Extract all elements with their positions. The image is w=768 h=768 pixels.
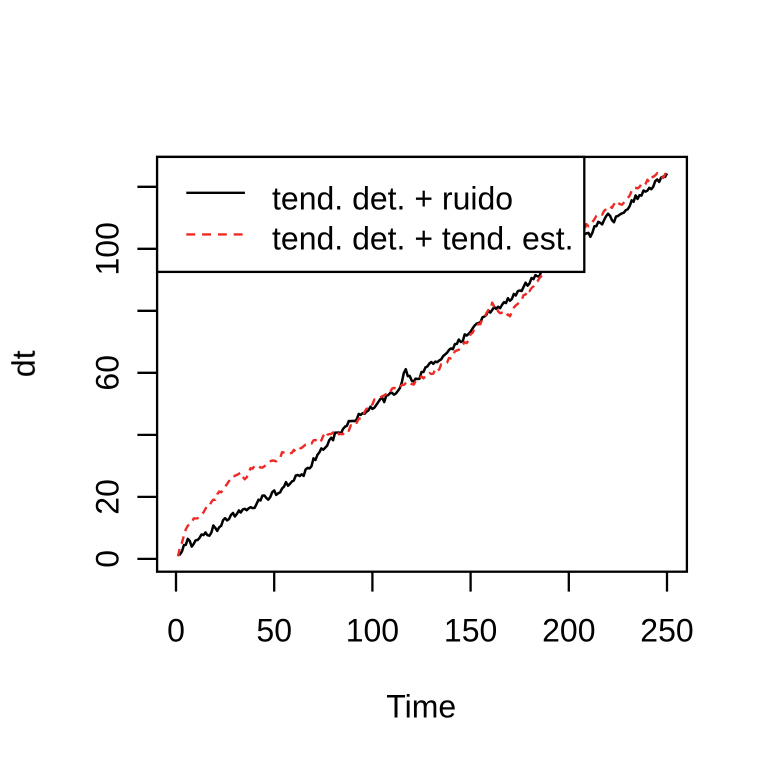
svg-text:0: 0 bbox=[90, 550, 126, 568]
svg-text:100: 100 bbox=[346, 612, 399, 648]
svg-text:20: 20 bbox=[90, 479, 126, 515]
svg-text:0: 0 bbox=[167, 612, 185, 648]
svg-text:150: 150 bbox=[444, 612, 497, 648]
svg-text:250: 250 bbox=[640, 612, 693, 648]
svg-text:tend. det. + ruido: tend. det. + ruido bbox=[272, 180, 513, 216]
svg-text:Time: Time bbox=[386, 689, 456, 725]
svg-text:60: 60 bbox=[90, 355, 126, 391]
svg-text:50: 50 bbox=[256, 612, 292, 648]
svg-text:100: 100 bbox=[90, 222, 126, 275]
svg-text:tend. det. + tend. est.: tend. det. + tend. est. bbox=[272, 221, 574, 257]
svg-text:200: 200 bbox=[542, 612, 595, 648]
svg-text:dt: dt bbox=[6, 350, 42, 377]
